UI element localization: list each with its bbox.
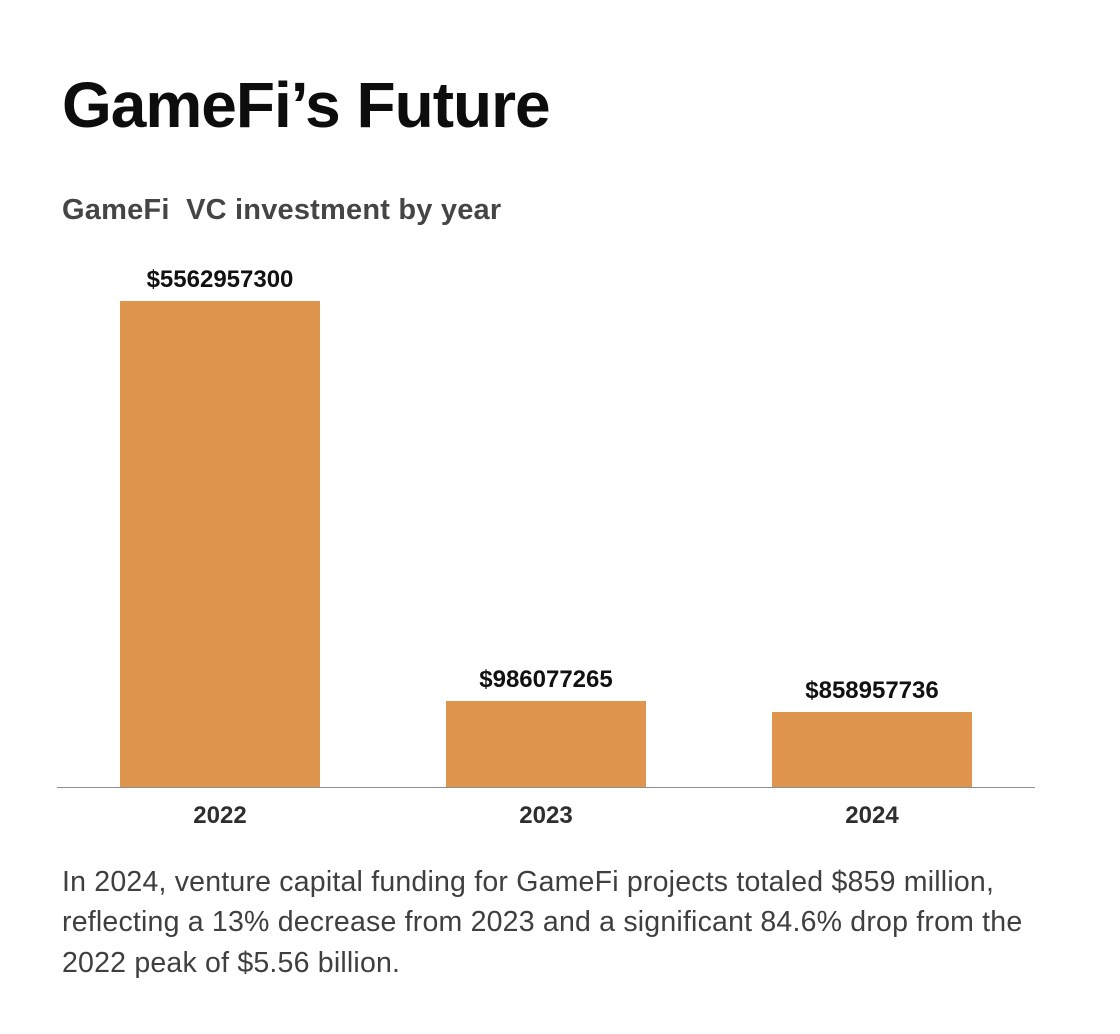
- bar-chart: $5562957300 $986077265 $858957736 2022 2023…: [57, 266, 1035, 830]
- bar-2023: [446, 701, 646, 787]
- bar-value-label: $5562957300: [146, 266, 294, 293]
- bar-chart-categories: 2022 2023 2024: [57, 788, 1035, 830]
- bar-column-2023: $986077265: [383, 666, 709, 787]
- bar-value-label: $986077265: [479, 666, 613, 693]
- chart-title: GameFi VC investment by year: [62, 194, 502, 226]
- bar-2024: [772, 712, 972, 787]
- bar-value-label: $858957736: [805, 677, 939, 704]
- x-axis-label-2023: 2023: [519, 802, 573, 829]
- chart-caption: In 2024, venture capital funding for Gam…: [62, 866, 1023, 979]
- page-title: GameFi’s Future: [62, 69, 551, 141]
- bar-chart-plot: $5562957300 $986077265 $858957736: [57, 266, 1035, 787]
- x-axis-label-2022: 2022: [193, 802, 247, 829]
- bar-column-2022: $5562957300: [57, 266, 383, 787]
- bar-2022: [120, 301, 320, 787]
- x-axis-line: [57, 787, 1035, 788]
- x-axis-label-2024: 2024: [845, 802, 899, 829]
- bar-column-2024: $858957736: [709, 677, 1035, 787]
